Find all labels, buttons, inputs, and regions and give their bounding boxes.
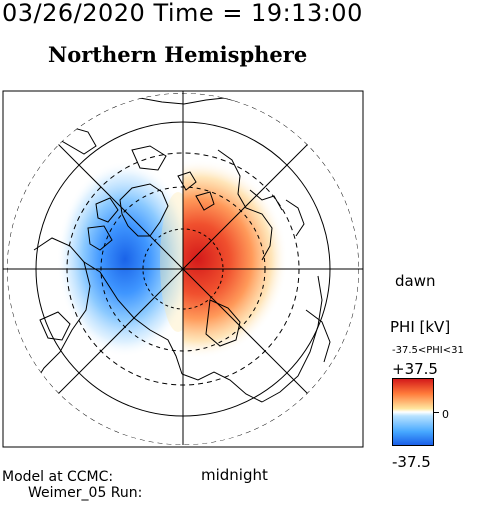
run-label: Weimer_05 Run: [28,485,143,501]
colorbar-max-label: +37.5 [392,360,438,378]
colorbar-range: -37.5<PHI<31 [392,345,464,356]
negative-potential-cell [57,161,193,357]
colorbar-min-label: -37.5 [392,453,431,471]
colorbar-zero-label: 0 [442,408,449,421]
model-label: Model at CCMC: [2,469,114,485]
time-title: 03/26/2020 Time = 19:13:00 [2,0,363,27]
hemisphere-title: Northern Hemisphere [48,42,308,67]
colorbar-zero-tick [434,412,439,413]
colorbar [392,378,434,446]
colorbar-title: PHI [kV] [390,318,451,336]
midnight-label: midnight [201,466,268,484]
dawn-label: dawn [395,272,436,290]
